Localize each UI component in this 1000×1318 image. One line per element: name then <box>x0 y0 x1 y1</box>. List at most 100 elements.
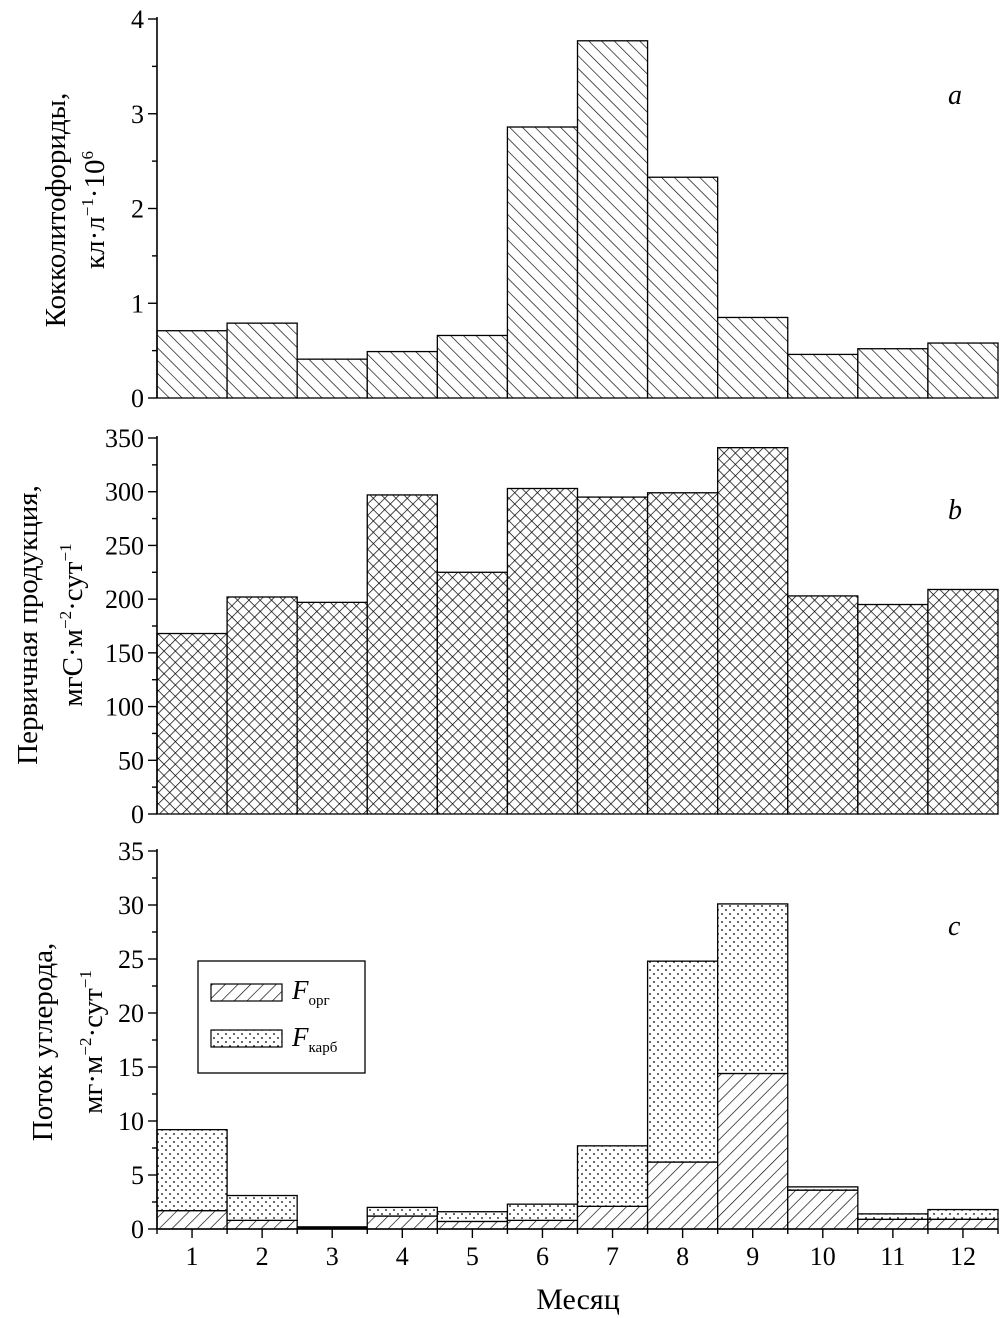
bar-c-fkarb-5 <box>436 1211 509 1223</box>
bar-c-forg-5 <box>436 1220 509 1230</box>
panel-b-bars <box>156 447 999 815</box>
x-tick-label-1: 1 <box>186 1242 199 1271</box>
bar-b-7 <box>576 496 649 815</box>
x-tick-label-5: 5 <box>466 1242 479 1271</box>
x-tick-label-7: 7 <box>606 1242 619 1271</box>
x-tick-label-8: 8 <box>676 1242 689 1271</box>
bar-b-9 <box>717 447 789 815</box>
legend-label-forg: Fорг <box>291 975 330 1009</box>
bar-c-forg-12 <box>927 1218 999 1230</box>
panel-b-ylabel-line1: Первичная продукция, <box>12 485 44 765</box>
panel-c-ytick-label: 15 <box>118 1053 144 1082</box>
bar-c-forg-9 <box>717 1072 789 1230</box>
bar-b-3 <box>296 601 368 815</box>
x-tick-label-6: 6 <box>536 1242 549 1271</box>
bar-a-1 <box>156 330 228 399</box>
panel-b-ytick-label: 50 <box>118 746 144 775</box>
bar-c-fkarb-8 <box>646 960 719 1163</box>
bar-b-6 <box>506 487 579 815</box>
bar-a-2 <box>226 322 298 399</box>
bar-b-12 <box>927 588 999 815</box>
panel-b-ylabel-line2: мгС·м−2·сут−1 <box>56 543 89 706</box>
bar-b-5 <box>436 571 509 815</box>
bar-c-fkarb-6 <box>506 1203 579 1222</box>
panel-c-ytick-label: 25 <box>118 945 144 974</box>
bar-b-2 <box>226 596 298 815</box>
x-tick-label-3: 3 <box>326 1242 339 1271</box>
bar-c-forg-1 <box>156 1209 228 1230</box>
panel-a-letter: a <box>948 80 962 111</box>
panel-b-ytick-label: 100 <box>105 693 144 722</box>
panel-b-ytick-label: 150 <box>105 639 144 668</box>
bar-a-6 <box>506 126 579 399</box>
bar-c-forg-4 <box>366 1215 438 1230</box>
panel-b-ytick-label: 300 <box>105 478 144 507</box>
panel-b-ytick-label: 250 <box>105 531 144 560</box>
bar-c-forg-10 <box>787 1189 859 1230</box>
bar-c-fkarb-4 <box>366 1206 438 1217</box>
bar-b-8 <box>646 492 719 815</box>
panel-a-ytick-label: 2 <box>131 195 144 224</box>
bar-c-fkarb-1 <box>156 1128 228 1212</box>
bar-b-4 <box>366 494 438 815</box>
panel-c-ytick-label: 10 <box>118 1107 144 1136</box>
legend-label-fkarb: Fкарб <box>291 1022 338 1056</box>
bar-a-10 <box>787 353 859 399</box>
bar-a-11 <box>857 348 929 399</box>
panel-a-ytick-label: 4 <box>131 5 144 34</box>
panel-a-bars <box>156 40 999 399</box>
panel-a-ylabel: Кокколитофориды, кл·л−1·106 <box>40 93 111 328</box>
bar-c-forg-6 <box>506 1219 579 1230</box>
bar-a-9 <box>717 316 789 399</box>
bar-a-3 <box>296 358 368 399</box>
bar-a-7 <box>576 40 649 399</box>
panel-c-ytick-label: 35 <box>118 837 144 866</box>
bar-a-5 <box>436 334 509 399</box>
panel-a-ytick-label: 0 <box>131 384 144 413</box>
panel-b-letter: b <box>948 495 962 526</box>
x-tick-label-2: 2 <box>256 1242 269 1271</box>
bar-a-4 <box>366 350 438 399</box>
bar-c-fkarb-10 <box>787 1186 859 1191</box>
bar-b-11 <box>857 603 929 815</box>
legend-item-fkarb: Fкарб <box>210 1022 338 1056</box>
bar-b-1 <box>156 632 228 815</box>
panel-c-ytick-label: 30 <box>118 891 144 920</box>
x-axis-label: Месяц <box>536 1283 620 1316</box>
legend-swatch-forg <box>210 983 283 1002</box>
panel-c-bars <box>156 903 999 1230</box>
panel-b-ytick-label: 200 <box>105 585 144 614</box>
panel-c-ylabel-line2: мг·м−2·сут−1 <box>76 970 109 1114</box>
legend-frame <box>197 960 366 1074</box>
x-tick-label-12: 12 <box>950 1242 976 1271</box>
panel-a-ylabel-line2: кл·л−1·106 <box>78 151 111 269</box>
bar-c-forg-7 <box>576 1205 649 1230</box>
panel-a-ytick-label: 1 <box>131 289 144 318</box>
legend-swatch-fkarb <box>210 1029 283 1048</box>
panel-b-yaxis: 0 50 100 150 200 250 300 350 <box>105 424 158 829</box>
legend-item-forg: Fорг <box>210 975 330 1009</box>
x-tick-label-9: 9 <box>746 1242 759 1271</box>
panel-b: 0 50 100 150 200 250 300 350 b Первичная продук… <box>12 424 999 829</box>
panel-a-ylabel-line1: Кокколитофориды, <box>40 93 72 328</box>
x-tick-label-4: 4 <box>396 1242 409 1271</box>
x-tick-label-11: 11 <box>880 1242 905 1271</box>
panel-c-ytick-label: 0 <box>131 1215 144 1244</box>
panel-b-ytick-label: 350 <box>105 424 144 453</box>
bar-c-fkarb-12 <box>927 1208 999 1220</box>
panel-c-letter: c <box>948 911 961 942</box>
x-tick-label-10: 10 <box>810 1242 836 1271</box>
bar-a-8 <box>646 176 719 399</box>
bar-c-forg-11 <box>857 1218 929 1230</box>
panel-b-ylabel: Первичная продукция, мгС·м−2·сут−1 <box>12 485 89 765</box>
panel-a-yaxis: 0 1 2 3 4 <box>131 5 158 413</box>
bar-c-forg-2 <box>226 1219 298 1230</box>
bar-c-fkarb-3 <box>296 1226 368 1229</box>
bar-c-fkarb-7 <box>576 1145 649 1207</box>
panel-c-ytick-label: 5 <box>131 1161 144 1190</box>
bar-b-10 <box>787 595 859 815</box>
panel-a-ytick-label: 3 <box>131 100 144 129</box>
bar-c-fkarb-11 <box>857 1213 929 1220</box>
